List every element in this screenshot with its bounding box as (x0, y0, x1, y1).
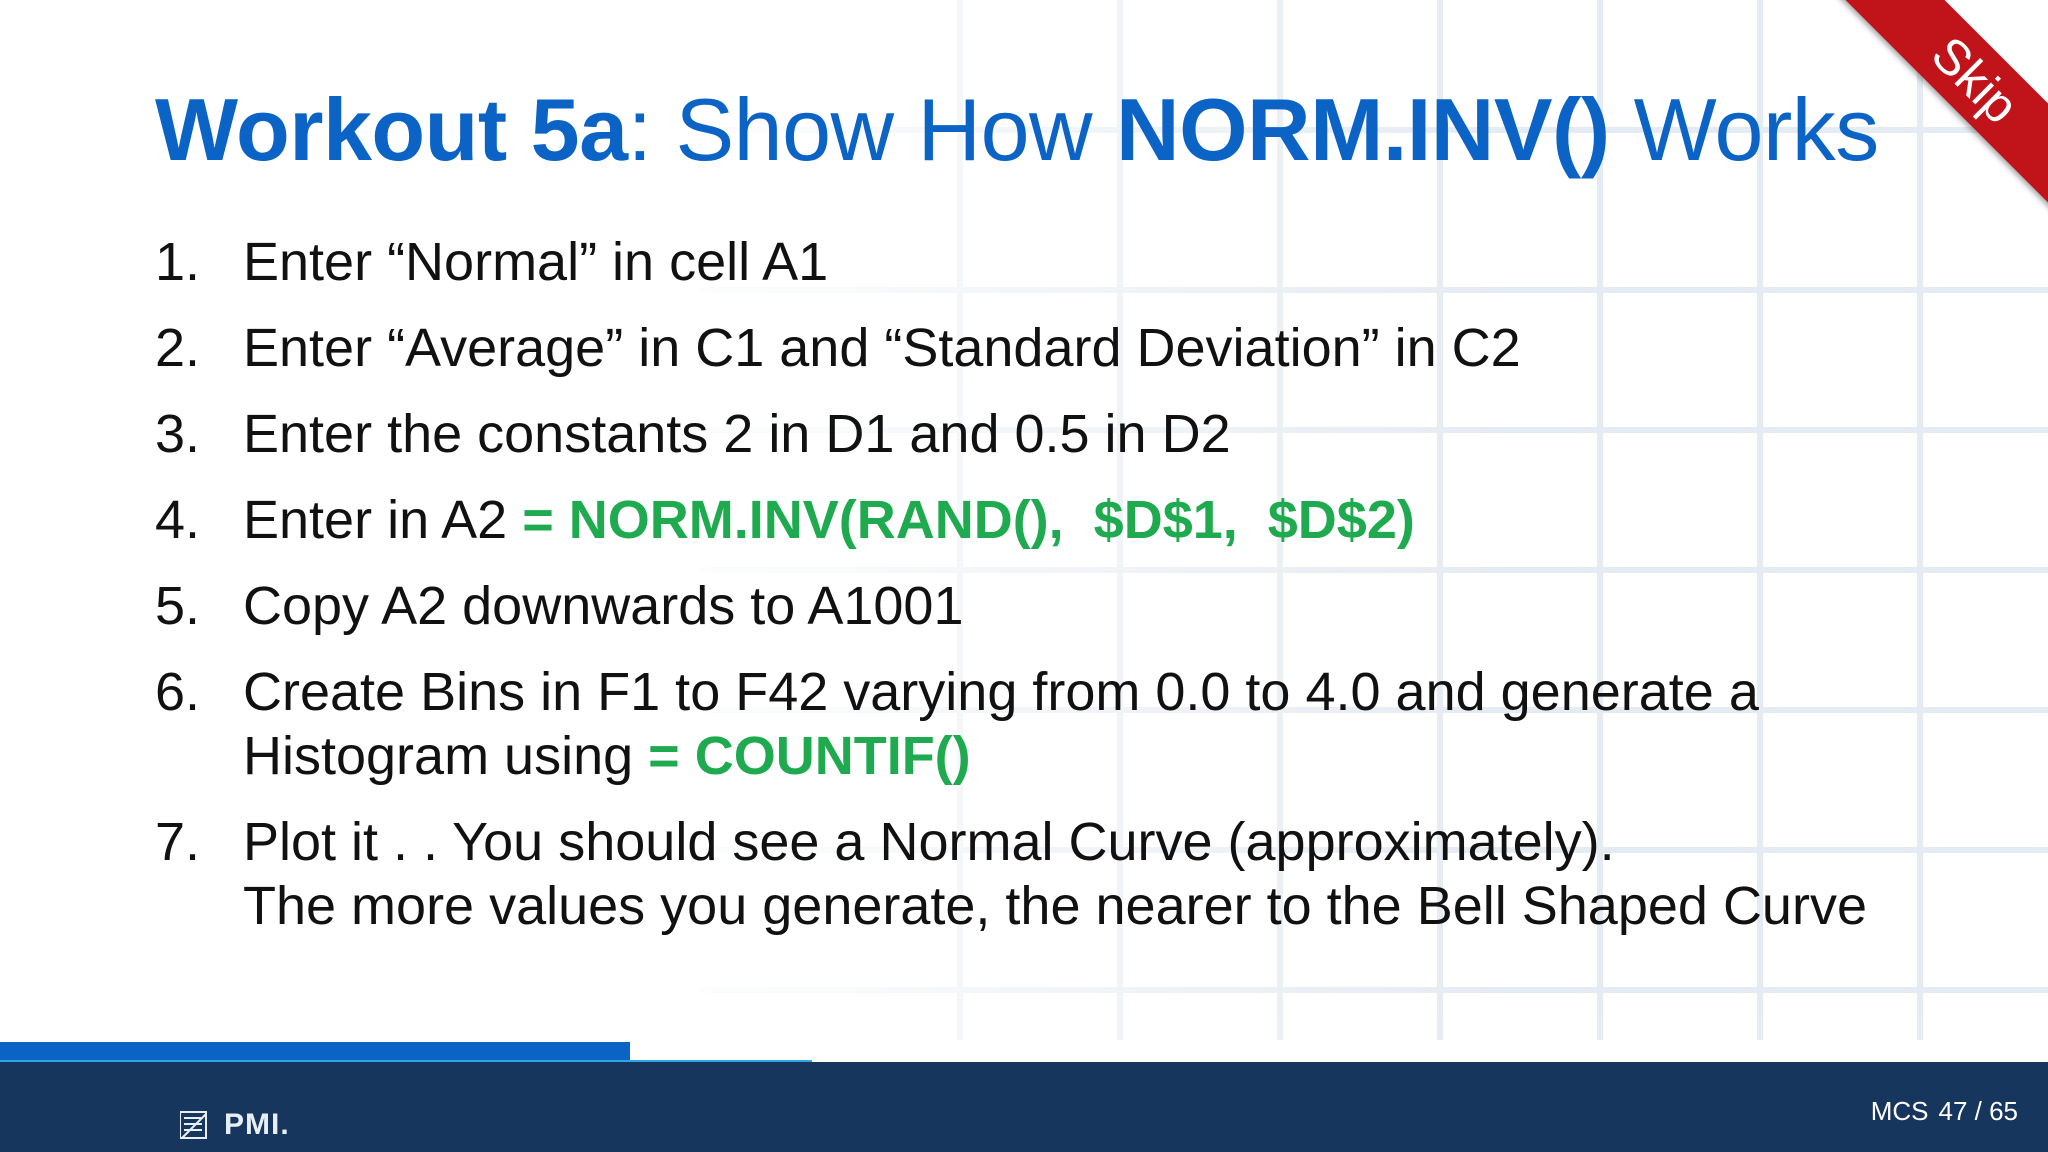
step-text: Enter the constants 2 in D1 and 0.5 in D… (243, 404, 1231, 464)
step-7: 7. Plot it . . You should see a Normal C… (155, 810, 1955, 938)
step-line: The more values you generate, the nearer… (243, 874, 1867, 938)
step-body: Enter “Normal” in cell A1 (243, 230, 828, 294)
step-text: Enter “Normal” in cell A1 (243, 232, 829, 292)
page-info: MCS 47 / 65 (1861, 1095, 2018, 1127)
step-body: Create Bins in F1 to F42 varying from 0.… (243, 660, 1759, 788)
step-line: Plot it . . You should see a Normal Curv… (243, 810, 1867, 874)
step-number: 3. (155, 404, 201, 464)
page-number: 47 / 65 (1938, 1096, 2018, 1126)
step-body: Enter the constants 2 in D1 and 0.5 in D… (243, 402, 1231, 466)
pmi-logo-text: PMI. (224, 1108, 290, 1141)
step-line: Enter in A2 = NORM.INV(RAND(), $D$1, $D$… (243, 488, 1415, 552)
step-number: 2. (155, 318, 201, 378)
step-number: 6. (155, 662, 201, 722)
step-text: Enter in A2 (243, 490, 523, 550)
step-line: Histogram using = COUNTIF() (243, 724, 1759, 788)
step-body: Copy A2 downwards to A1001 (243, 574, 963, 638)
step-number: 5. (155, 576, 201, 636)
course-code: MCS (1870, 1096, 1929, 1126)
title-works: Works (1609, 80, 1880, 179)
formula-norm-inv: = NORM.INV(RAND(), $D$1, $D$2) (522, 490, 1415, 550)
step-text: Enter “Average” in C1 and “Standard Devi… (243, 318, 1521, 378)
step-line: Enter “Normal” in cell A1 (243, 230, 828, 294)
steps-list: 1. Enter “Normal” in cell A1 2. Enter “A… (155, 230, 1955, 960)
step-text: Plot it . . You should see a Normal Curv… (243, 812, 1615, 872)
step-3: 3. Enter the constants 2 in D1 and 0.5 i… (155, 402, 1955, 466)
step-5: 5. Copy A2 downwards to A1001 (155, 574, 1955, 638)
title-workout: Workout 5a (155, 80, 628, 179)
footer-stripe-dark (0, 1042, 630, 1060)
pmi-logo: PMI. (180, 1110, 290, 1140)
step-line: Copy A2 downwards to A1001 (243, 574, 963, 638)
step-number: 7. (155, 812, 201, 872)
title-function: NORM.INV() (1116, 80, 1610, 179)
footer-bar (0, 1062, 2048, 1152)
step-body: Plot it . . You should see a Normal Curv… (243, 810, 1867, 938)
step-text: Create Bins in F1 to F42 varying from 0.… (243, 662, 1759, 722)
formula-countif: = COUNTIF() (648, 726, 971, 786)
slide-title: Workout 5a: Show How NORM.INV() Works (155, 78, 1879, 182)
step-1: 1. Enter “Normal” in cell A1 (155, 230, 1955, 294)
step-text: Histogram using (243, 726, 649, 786)
step-line: Enter the constants 2 in D1 and 0.5 in D… (243, 402, 1231, 466)
step-text: The more values you generate, the nearer… (243, 876, 1867, 936)
step-line: Enter “Average” in C1 and “Standard Devi… (243, 316, 1521, 380)
step-number: 1. (155, 232, 201, 292)
step-body: Enter “Average” in C1 and “Standard Devi… (243, 316, 1521, 380)
step-number: 4. (155, 490, 201, 550)
step-line: Create Bins in F1 to F42 varying from 0.… (243, 660, 1759, 724)
pmi-logo-mark-icon (180, 1111, 207, 1139)
step-text: Copy A2 downwards to A1001 (243, 576, 964, 636)
step-body: Enter in A2 = NORM.INV(RAND(), $D$1, $D$… (243, 488, 1415, 552)
title-show-how: : Show How (627, 80, 1117, 179)
step-6: 6. Create Bins in F1 to F42 varying from… (155, 660, 1955, 788)
step-4: 4. Enter in A2 = NORM.INV(RAND(), $D$1, … (155, 488, 1955, 552)
step-2: 2. Enter “Average” in C1 and “Standard D… (155, 316, 1955, 380)
